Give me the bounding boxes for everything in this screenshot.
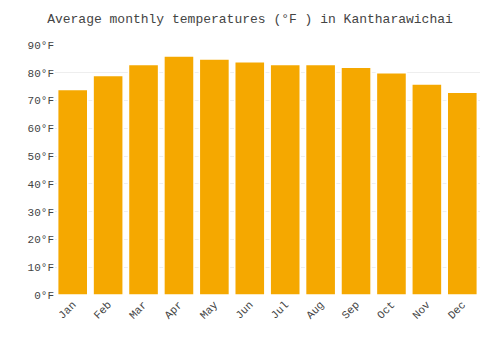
svg-text:20°F: 20°F xyxy=(28,234,54,246)
svg-text:10°F: 10°F xyxy=(28,262,54,274)
svg-text:40°F: 40°F xyxy=(28,179,54,191)
svg-text:Average monthly temperatures (: Average monthly temperatures (°F ) in Ka… xyxy=(47,12,453,27)
svg-text:Jul: Jul xyxy=(269,299,291,321)
svg-text:Mar: Mar xyxy=(127,299,149,321)
svg-text:Dec: Dec xyxy=(446,299,468,321)
svg-text:Jan: Jan xyxy=(56,299,78,321)
svg-text:50°F: 50°F xyxy=(28,151,54,163)
svg-text:0°F: 0°F xyxy=(34,290,54,302)
svg-text:30°F: 30°F xyxy=(28,207,54,219)
svg-text:Sep: Sep xyxy=(340,299,362,321)
svg-text:Jun: Jun xyxy=(233,299,255,321)
svg-text:90°F: 90°F xyxy=(28,40,54,52)
svg-text:70°F: 70°F xyxy=(28,95,54,107)
svg-text:Aug: Aug xyxy=(304,299,326,321)
svg-text:80°F: 80°F xyxy=(28,68,54,80)
svg-text:Oct: Oct xyxy=(375,299,397,321)
svg-text:Nov: Nov xyxy=(410,299,433,322)
svg-text:May: May xyxy=(198,299,221,322)
svg-text:60°F: 60°F xyxy=(28,123,54,135)
svg-text:Apr: Apr xyxy=(162,299,184,321)
svg-text:Feb: Feb xyxy=(92,299,114,321)
